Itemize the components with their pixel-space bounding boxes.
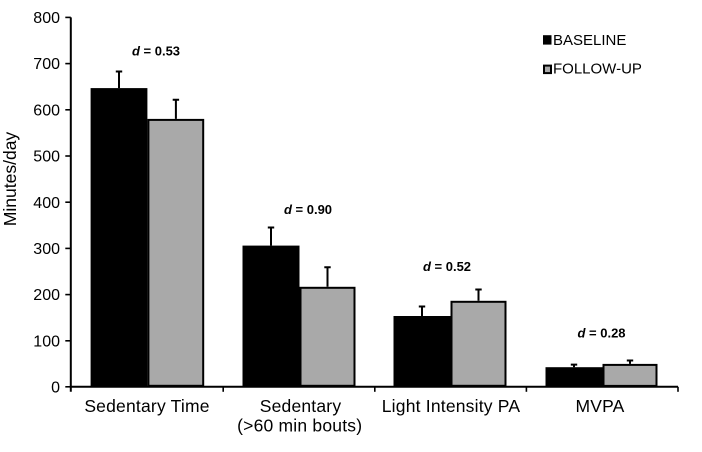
- svg-text:MVPA: MVPA: [575, 396, 624, 416]
- svg-text:(>60 min bouts): (>60 min bouts): [237, 416, 362, 436]
- svg-text:Sedentary Time: Sedentary Time: [84, 396, 209, 416]
- svg-text:Light Intensity PA: Light Intensity PA: [382, 396, 521, 416]
- svg-text:d = 0.90: d = 0.90: [284, 202, 332, 217]
- svg-text:d = 0.53: d = 0.53: [132, 43, 180, 58]
- svg-text:d = 0.52: d = 0.52: [423, 259, 471, 274]
- svg-text:d = 0.28: d = 0.28: [577, 326, 625, 341]
- svg-text:FOLLOW-UP: FOLLOW-UP: [553, 61, 642, 78]
- svg-text:Sedentary: Sedentary: [260, 396, 342, 416]
- svg-text:Minutes/day: Minutes/day: [0, 132, 20, 227]
- svg-text:400: 400: [33, 195, 60, 212]
- svg-text:700: 700: [33, 56, 60, 73]
- svg-text:100: 100: [33, 333, 60, 350]
- svg-text:BASELINE: BASELINE: [553, 32, 626, 49]
- svg-text:500: 500: [33, 149, 60, 166]
- svg-text:600: 600: [33, 102, 60, 119]
- svg-text:300: 300: [33, 241, 60, 258]
- svg-text:800: 800: [33, 10, 60, 27]
- svg-text:0: 0: [51, 379, 60, 396]
- svg-text:200: 200: [33, 287, 60, 304]
